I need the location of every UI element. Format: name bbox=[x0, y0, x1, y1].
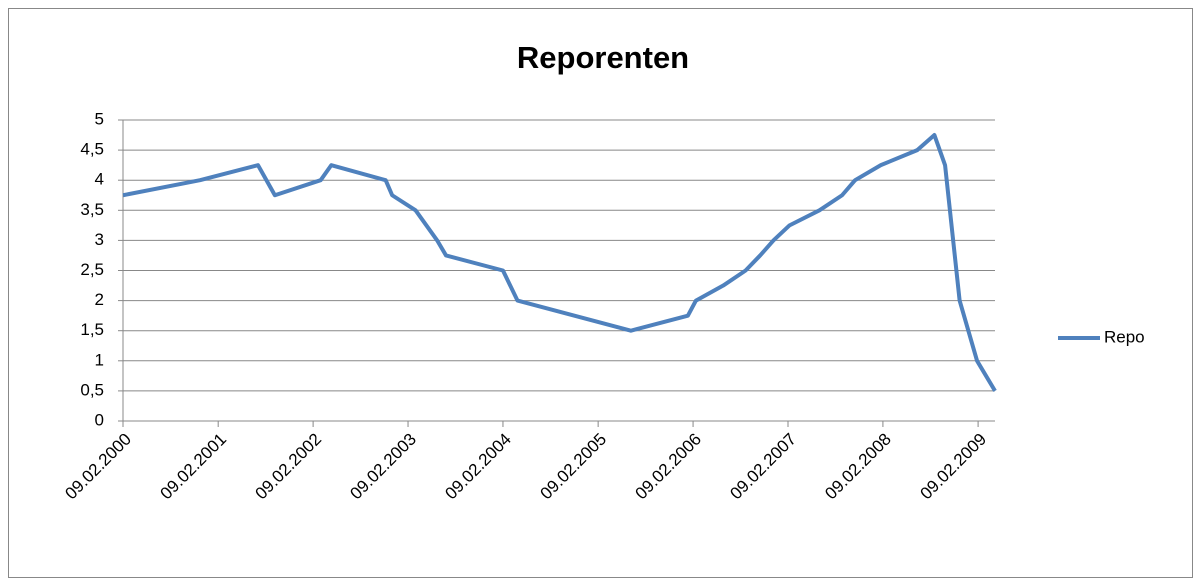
y-tick-label: 1 bbox=[95, 350, 104, 369]
chart-frame bbox=[8, 8, 1193, 578]
y-tick-label: 2,5 bbox=[80, 260, 104, 279]
y-tick-label: 2 bbox=[95, 290, 104, 309]
y-tick-label: 4,5 bbox=[80, 140, 104, 159]
y-tick-label: 4 bbox=[95, 170, 104, 189]
legend-label: Repo bbox=[1104, 327, 1145, 346]
chart-title: Reporenten bbox=[517, 40, 689, 75]
line-series bbox=[122, 133, 997, 392]
y-tick-label: 0,5 bbox=[80, 380, 104, 399]
y-tick-label: 0 bbox=[95, 410, 104, 429]
y-tick-label: 5 bbox=[95, 109, 104, 128]
y-tick-label: 3,5 bbox=[80, 200, 104, 219]
y-tick-label: 3 bbox=[95, 230, 104, 249]
y-tick-label: 1,5 bbox=[80, 320, 104, 339]
